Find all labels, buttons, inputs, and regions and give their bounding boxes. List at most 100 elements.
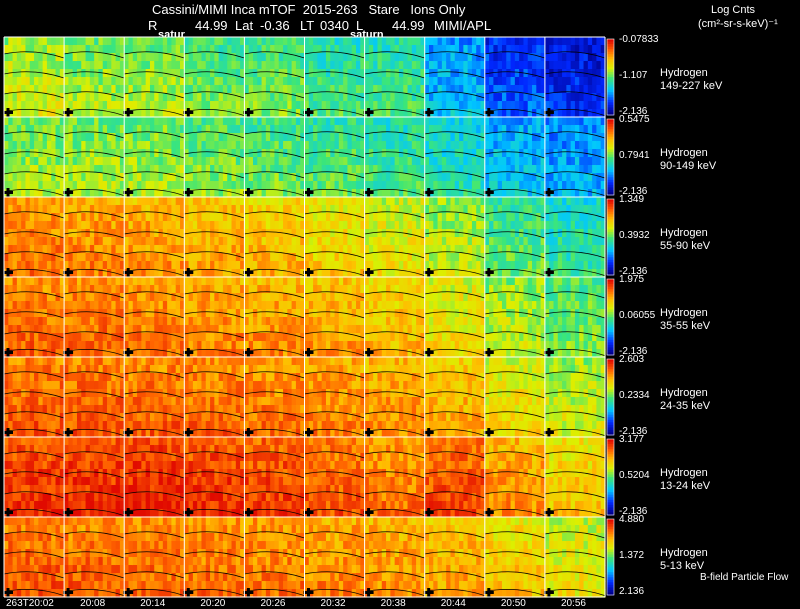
heatmap-cell bbox=[420, 237, 426, 246]
heatmap-cell bbox=[437, 37, 443, 46]
heatmap-cell bbox=[489, 149, 494, 158]
heatmap-cell bbox=[201, 229, 207, 238]
heatmap-cell bbox=[424, 37, 430, 46]
heatmap-cell bbox=[21, 333, 27, 342]
heatmap-cell bbox=[240, 45, 245, 54]
heatmap-cell bbox=[252, 261, 258, 270]
heatmap-cell bbox=[274, 141, 280, 150]
heatmap-cell bbox=[119, 117, 125, 126]
heatmap-cell bbox=[25, 309, 31, 318]
heatmap-cell bbox=[587, 221, 593, 230]
heatmap-cell bbox=[111, 45, 117, 54]
heatmap-cell bbox=[270, 69, 276, 78]
heatmap-cell bbox=[94, 277, 100, 286]
heatmap-cell bbox=[59, 85, 65, 94]
heatmap-cell bbox=[231, 101, 237, 110]
heatmap-cell bbox=[16, 245, 22, 254]
heatmap-cell bbox=[308, 253, 314, 262]
heatmap-cell bbox=[386, 181, 391, 190]
heatmap-cell bbox=[321, 229, 327, 238]
heatmap-cell bbox=[484, 173, 490, 182]
heatmap-cell bbox=[171, 173, 177, 182]
heatmap-cell bbox=[416, 61, 421, 70]
lt-value: 0340 bbox=[320, 18, 349, 33]
heatmap-cell bbox=[446, 109, 452, 118]
heatmap-cell bbox=[158, 53, 164, 62]
pitch-contour bbox=[304, 231, 365, 239]
heatmap-cell bbox=[566, 157, 572, 166]
heatmap-cell bbox=[459, 37, 464, 46]
heatmap-cell bbox=[536, 77, 542, 86]
heatmap-cell bbox=[454, 189, 460, 198]
energy-label: 13-24 keV bbox=[660, 479, 711, 492]
heatmap-cell bbox=[192, 269, 198, 278]
heatmap-cell bbox=[16, 61, 22, 70]
heatmap-cell bbox=[420, 197, 426, 206]
heatmap-cell bbox=[579, 261, 585, 270]
heatmap-cell bbox=[497, 269, 503, 278]
heatmap-cell bbox=[484, 117, 490, 126]
heatmap-cell bbox=[252, 141, 258, 150]
heatmap-cell bbox=[98, 141, 104, 150]
heatmap-cell bbox=[197, 149, 203, 158]
heatmap-cell bbox=[205, 157, 211, 166]
heatmap-cell bbox=[257, 133, 263, 142]
heatmap-cell bbox=[476, 181, 482, 190]
heatmap-cell bbox=[287, 245, 293, 254]
heatmap-panel bbox=[544, 37, 606, 118]
heatmap-cell bbox=[274, 189, 280, 198]
heatmap-cell bbox=[476, 141, 482, 150]
heatmap-cell bbox=[94, 293, 100, 302]
heatmap-cell bbox=[411, 181, 417, 190]
pitch-contour bbox=[484, 91, 546, 99]
heatmap-cell bbox=[72, 325, 78, 334]
heatmap-cell bbox=[180, 45, 185, 54]
heatmap-cell bbox=[411, 125, 417, 134]
heatmap-cell bbox=[175, 237, 181, 246]
heatmap-cell bbox=[532, 61, 537, 70]
heatmap-cell bbox=[351, 213, 357, 222]
heatmap-cell bbox=[137, 165, 142, 174]
heatmap-cell bbox=[98, 181, 104, 190]
heatmap-cell bbox=[557, 165, 563, 174]
colorbar-max-label: 2.603 bbox=[619, 354, 645, 365]
heatmap-cell bbox=[364, 157, 370, 166]
heatmap-cell bbox=[240, 205, 245, 214]
heatmap-cell bbox=[55, 109, 61, 118]
heatmap-cell bbox=[463, 205, 469, 214]
heatmap-cell bbox=[197, 101, 203, 110]
colorbar-min-label: 2.136 bbox=[619, 586, 645, 597]
heatmap-cell bbox=[46, 221, 52, 230]
heatmap-cell bbox=[145, 93, 151, 102]
heatmap-cell bbox=[540, 269, 546, 278]
heatmap-cell bbox=[484, 165, 490, 174]
heatmap-cell bbox=[124, 101, 130, 110]
source-label: MIMI/APL bbox=[434, 18, 492, 33]
heatmap-cell bbox=[72, 141, 78, 150]
heatmap-cell bbox=[46, 277, 52, 286]
heatmap-cell bbox=[308, 165, 314, 174]
heatmap-cell bbox=[145, 189, 151, 198]
heatmap-cell bbox=[51, 61, 57, 70]
heatmap-cell bbox=[321, 141, 327, 150]
heatmap-cell bbox=[201, 133, 207, 142]
heatmap-cell bbox=[334, 205, 340, 214]
heatmap-cell bbox=[235, 45, 241, 54]
heatmap-cell bbox=[450, 133, 456, 142]
heatmap-cell bbox=[356, 181, 361, 190]
heatmap-cell bbox=[428, 125, 434, 134]
heatmap-cell bbox=[51, 213, 57, 222]
heatmap-cell bbox=[428, 253, 434, 262]
heatmap-cell bbox=[467, 53, 473, 62]
heatmap-cell bbox=[119, 181, 125, 190]
heatmap-cell bbox=[25, 133, 31, 142]
heatmap-panel bbox=[64, 117, 125, 198]
heatmap-cell bbox=[244, 205, 250, 214]
heatmap-cell bbox=[381, 157, 387, 166]
heatmap-cell bbox=[111, 133, 117, 142]
heatmap-cell bbox=[76, 37, 82, 46]
heatmap-cell bbox=[562, 189, 567, 198]
heatmap-cell bbox=[544, 85, 550, 94]
heatmap-cell bbox=[141, 157, 147, 166]
heatmap-cell bbox=[214, 133, 220, 142]
